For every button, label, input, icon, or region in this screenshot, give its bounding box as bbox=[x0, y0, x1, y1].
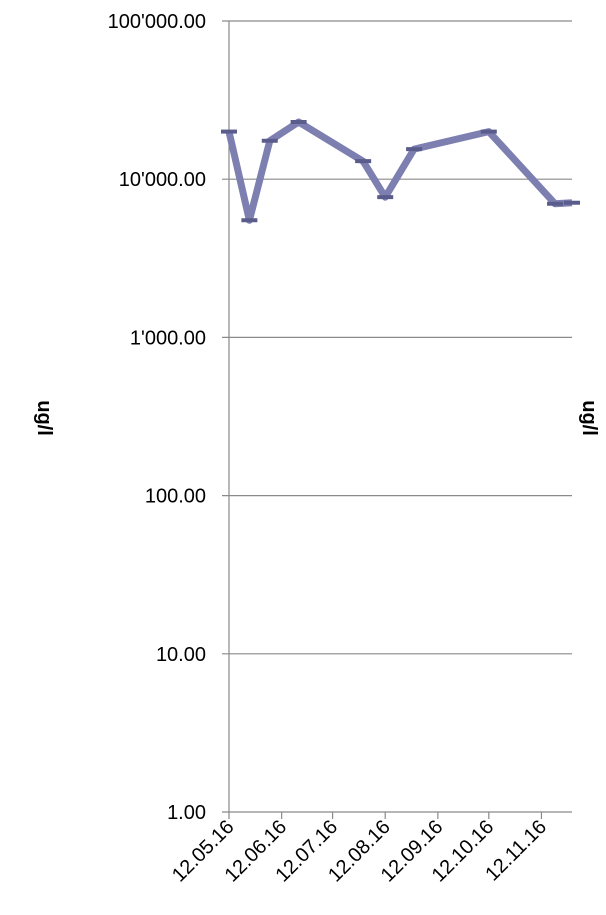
data-point-markers bbox=[221, 119, 580, 223]
y-tick-label: 1.00 bbox=[167, 802, 206, 824]
x-tick-labels: 12.05.1612.06.1612.07.1612.08.1612.09.16… bbox=[168, 816, 551, 887]
y-axis-title-right: ug/l bbox=[578, 400, 600, 436]
series-lines bbox=[225, 118, 573, 224]
y-axis-title-left: ug/l bbox=[33, 400, 55, 436]
y-tick-label: 100.00 bbox=[145, 486, 206, 508]
y-tick-label: 10.00 bbox=[156, 644, 206, 666]
y-tick-label: 1'000.00 bbox=[130, 327, 206, 349]
axes bbox=[228, 21, 543, 819]
series-line bbox=[225, 118, 573, 224]
y-tick-labels: 1.00 10.00 100.00 1'000.00 10'000.00 100'000.… bbox=[108, 11, 206, 824]
y-tick-label: 10'000.00 bbox=[119, 169, 206, 191]
y-tick-label: 100'000.00 bbox=[108, 11, 206, 33]
